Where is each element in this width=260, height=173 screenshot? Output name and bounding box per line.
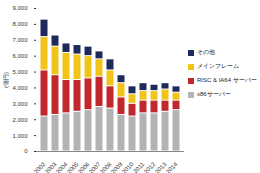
svg-text:2,000: 2,000 bbox=[12, 117, 28, 123]
svg-text:6,000: 6,000 bbox=[12, 53, 28, 59]
html-text:メインフレーム: メインフレーム bbox=[197, 63, 239, 69]
svg-text:7,000: 7,000 bbox=[12, 37, 28, 43]
svg-text:(億円): (億円) bbox=[2, 72, 9, 88]
svg-text:2014: 2014 bbox=[165, 161, 179, 173]
svg-text:0: 0 bbox=[24, 148, 28, 154]
html-text:その他: その他 bbox=[197, 49, 215, 55]
svg-text:4,000: 4,000 bbox=[12, 85, 28, 91]
html-text:RISC & IA64 サーバー: RISC & IA64 サーバー bbox=[197, 77, 257, 83]
svg-text:5,000: 5,000 bbox=[12, 69, 28, 75]
svg-text:3,000: 3,000 bbox=[12, 101, 28, 107]
svg-text:8,000: 8,000 bbox=[12, 21, 28, 27]
svg-text:9,000: 9,000 bbox=[12, 5, 28, 11]
svg-text:1,000: 1,000 bbox=[12, 133, 28, 139]
html-text:x86サーバー: x86サーバー bbox=[197, 91, 231, 97]
